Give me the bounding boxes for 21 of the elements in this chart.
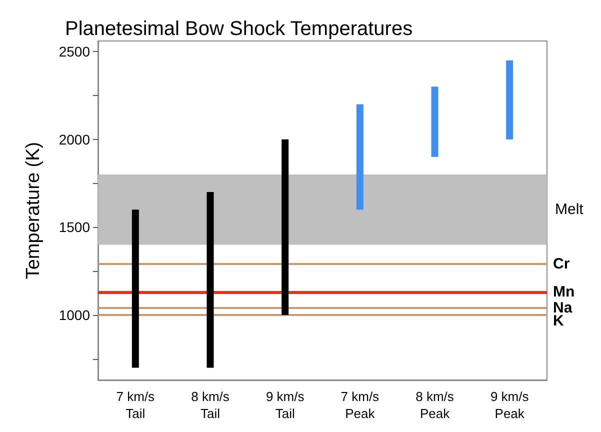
bar xyxy=(206,192,214,368)
y-tick-label: 2000 xyxy=(58,131,90,148)
chart-title: Planetesimal Bow Shock Temperatures xyxy=(65,18,413,40)
ref-line-label: Mn xyxy=(553,284,575,301)
x-tick-label: 9 km/s Peak xyxy=(490,389,530,421)
bar xyxy=(506,60,514,140)
x-tick-label: 7 km/s Peak xyxy=(340,389,380,421)
x-tick-label: 8 km/s Tail xyxy=(191,389,230,421)
y-tick-label: 1500 xyxy=(58,219,90,236)
y-tick-label: 2500 xyxy=(58,44,90,60)
x-tick-label: 7 km/s Tail xyxy=(116,389,156,421)
bar xyxy=(132,210,139,368)
x-tick-label: 8 km/s Peak xyxy=(416,389,454,421)
bar xyxy=(431,86,438,157)
x-tick-label: 9 km/s Tail xyxy=(266,389,305,421)
y-tick-label: 1000 xyxy=(58,307,90,324)
ref-line-label: Cr xyxy=(553,256,570,273)
bar xyxy=(356,104,364,210)
y-axis-title: Temperature (K) xyxy=(23,142,44,280)
bar xyxy=(282,139,289,316)
band-label: Melt xyxy=(555,201,584,218)
